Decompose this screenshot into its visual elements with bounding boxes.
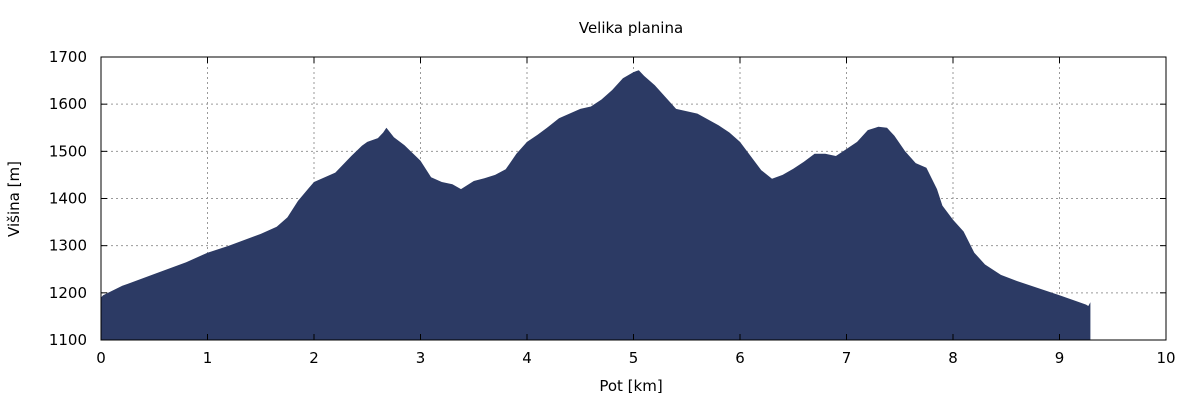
x-tick-label: 8: [948, 349, 958, 367]
x-tick-label: 9: [1055, 349, 1065, 367]
x-tick-label: 0: [96, 349, 106, 367]
x-tick-label: 5: [629, 349, 639, 367]
y-axis-ticks: 1100 1200 1300 1400 1500 1600 1700: [49, 48, 1166, 349]
y-tick-label: 1600: [49, 95, 87, 113]
y-axis-label: Višina [m]: [5, 161, 23, 237]
y-tick-label: 1100: [49, 331, 87, 349]
y-tick-label: 1400: [49, 190, 87, 208]
chart-title: Velika planina: [579, 19, 683, 37]
x-axis-label: Pot [km]: [599, 377, 662, 395]
x-tick-label: 6: [735, 349, 745, 367]
x-tick-label: 7: [842, 349, 852, 367]
x-tick-label: 3: [416, 349, 426, 367]
y-tick-label: 1700: [49, 48, 87, 66]
x-tick-label: 10: [1156, 349, 1175, 367]
x-tick-label: 1: [203, 349, 213, 367]
elevation-area: [101, 70, 1091, 340]
x-tick-label: 2: [309, 349, 319, 367]
y-tick-label: 1500: [49, 142, 87, 160]
x-tick-label: 4: [522, 349, 532, 367]
x-axis-ticks: 0 1 2 3 4 5 6 7 8 9 10: [96, 57, 1176, 367]
y-tick-label: 1300: [49, 237, 87, 255]
y-tick-label: 1200: [49, 284, 87, 302]
